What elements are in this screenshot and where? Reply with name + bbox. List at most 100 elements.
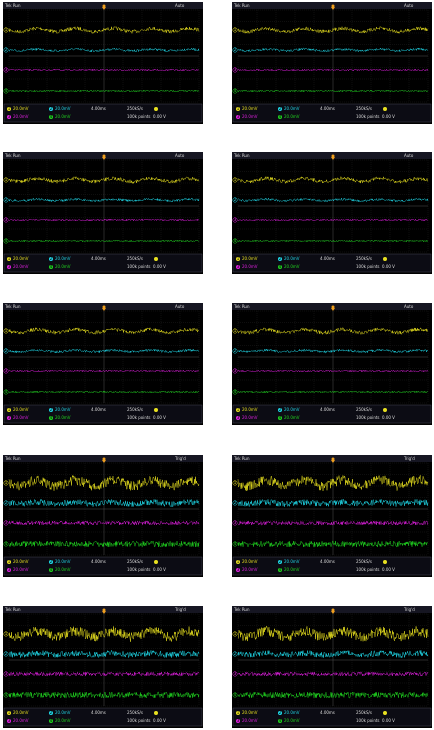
channel-scale: 20.0mV [13,710,29,715]
channel-badge-label: 4 [279,718,282,723]
status: Tek Run [233,153,250,158]
channel-scale: 20.0mV [13,415,29,420]
channel-marker-label: 1 [5,27,8,32]
channel-marker [3,500,9,506]
channel-scale: 20.0mV [242,559,258,564]
channel-scale: 20.0mV [284,114,300,119]
sample-rate: 250kS/s [127,559,143,564]
channel-badge-label: 4 [50,567,53,572]
waveform [237,369,429,373]
waveform [237,327,429,336]
trigger-marker-dot [331,4,335,8]
channel-badge [49,257,53,261]
waveform [237,474,429,492]
timebase: 4.00ms [320,106,335,111]
record-length: 100k points [356,567,380,572]
channel-marker [3,177,9,183]
channel-marker-label: 3 [234,671,237,676]
readout-bar [3,253,203,273]
channel-scale: 20.0mV [55,718,71,723]
channel-marker [232,27,238,33]
channel-badge-label: 3 [237,264,240,269]
waveform [8,218,200,222]
channel-marker [232,480,238,486]
channel-marker-label: 1 [5,328,8,333]
channel-badge-label: 4 [50,415,53,420]
channel-badge [236,711,240,715]
channel-marker-label: 2 [5,651,8,656]
channel-badge [278,560,282,564]
channel-marker-label: 3 [234,217,237,222]
channel-badge [278,107,282,111]
channel-badge [49,107,53,111]
waveform [8,369,200,373]
channel-scale: 20.0mV [242,710,258,715]
channel-badge [278,719,282,723]
waveform [237,89,429,93]
channel-scale: 20.0mV [284,559,300,564]
channel-scale: 20.0mV [55,567,71,572]
channel-marker [232,651,238,657]
waveform [237,197,429,203]
channel-badge [7,568,11,572]
channel-marker-label: 4 [5,238,8,243]
trigger-state: Auto [175,153,185,158]
status: Tek Run [4,153,21,158]
channel-marker-label: 3 [5,217,8,222]
channel-marker [232,88,238,94]
channel-marker [232,692,238,698]
trigger-source [154,560,158,564]
channel-badge-label: 2 [279,710,282,715]
channel-marker-label: 1 [234,328,237,333]
record-length: 100k points [127,415,151,420]
channel-scale: 20.0mV [13,264,29,269]
channel-marker [232,177,238,183]
channel-badge [236,107,240,111]
channel-badge [49,719,53,723]
channel-badge [49,711,53,715]
trigger-marker [102,460,106,463]
channel-marker [3,217,9,223]
channel-scale: 20.0mV [13,567,29,572]
waveform [8,691,200,699]
timebase: 4.00ms [320,256,335,261]
waveform [237,26,429,34]
channel-marker-label: 4 [234,238,237,243]
channel-marker-label: 1 [234,177,237,182]
waveform [237,348,429,354]
record-length: 100k points [127,718,151,723]
channel-scale: 20.0mV [242,567,258,572]
channel-badge-label: 3 [8,114,11,119]
channel-marker-label: 2 [234,197,237,202]
sample-rate: 250kS/s [127,710,143,715]
channel-badge-label: 2 [50,559,53,564]
channel-scale: 20.0mV [284,106,300,111]
channel-badge [7,408,11,412]
channel-marker-label: 4 [5,541,8,546]
channel-badge-label: 4 [50,114,53,119]
channel-badge-label: 3 [237,718,240,723]
channel-scale: 20.0mV [284,567,300,572]
channel-marker [3,480,9,486]
waveform [237,218,429,222]
sample-rate: 250kS/s [356,407,372,412]
screen-bg [3,455,203,577]
channel-badge [7,107,11,111]
status: Tek Run [4,304,21,309]
sample-rate: 250kS/s [127,256,143,261]
channel-scale: 20.0mV [242,415,258,420]
channel-badge-label: 4 [279,415,282,420]
waveform [237,671,429,677]
screen-bg [232,2,432,124]
trigger-source [383,560,387,564]
channel-scale: 20.0mV [284,718,300,723]
trigger-state: Trig'd [403,607,415,612]
trigger-marker-dot [331,305,335,309]
readout-bar [3,103,203,123]
channel-scale: 20.0mV [55,407,71,412]
